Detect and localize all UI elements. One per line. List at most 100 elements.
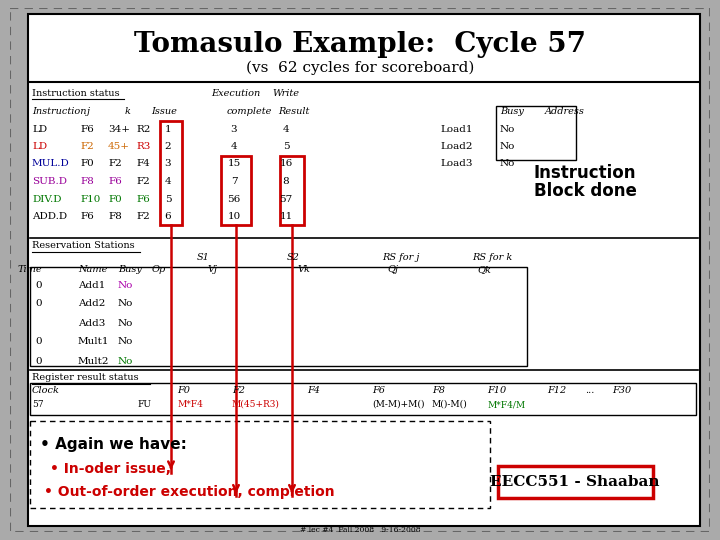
Text: F6: F6 xyxy=(108,177,122,186)
Text: 0: 0 xyxy=(35,300,42,308)
Text: 4: 4 xyxy=(165,177,171,186)
Text: 0: 0 xyxy=(35,280,42,289)
Text: M(45+R3): M(45+R3) xyxy=(232,400,280,409)
Text: 34+: 34+ xyxy=(108,125,130,133)
Text: Address: Address xyxy=(545,107,585,116)
Text: Issue: Issue xyxy=(151,107,177,116)
Text: No: No xyxy=(118,300,133,308)
Text: # lec #4  Fall 2008   9-16-2008: # lec #4 Fall 2008 9-16-2008 xyxy=(300,526,420,534)
Text: Mult2: Mult2 xyxy=(78,356,109,366)
Text: 6: 6 xyxy=(165,212,171,221)
Text: Execution: Execution xyxy=(211,90,260,98)
Text: F0: F0 xyxy=(108,194,122,204)
Text: Instruction: Instruction xyxy=(32,107,86,116)
Text: Instruction: Instruction xyxy=(534,164,636,182)
Text: Mult1: Mult1 xyxy=(78,338,109,347)
Text: DIV.D: DIV.D xyxy=(32,194,61,204)
Text: Load2: Load2 xyxy=(440,142,472,151)
Text: 1: 1 xyxy=(165,125,171,133)
Text: EECC551 - Shaaban: EECC551 - Shaaban xyxy=(490,475,660,489)
Text: FU: FU xyxy=(137,400,151,409)
Text: Result: Result xyxy=(278,107,310,116)
Text: RS for k: RS for k xyxy=(472,253,512,262)
Text: No: No xyxy=(500,142,516,151)
Text: LD: LD xyxy=(32,125,47,133)
Text: (vs  62 cycles for scoreboard): (vs 62 cycles for scoreboard) xyxy=(246,61,474,75)
Text: Instruction status: Instruction status xyxy=(32,90,120,98)
Text: No: No xyxy=(118,356,133,366)
Text: No: No xyxy=(118,280,133,289)
Text: Qj: Qj xyxy=(387,266,398,274)
Text: Time: Time xyxy=(17,266,42,274)
Bar xyxy=(221,156,251,225)
Text: F8: F8 xyxy=(108,212,122,221)
Text: Add1: Add1 xyxy=(78,280,105,289)
Text: F0: F0 xyxy=(80,159,94,168)
Text: S1: S1 xyxy=(197,253,210,262)
Bar xyxy=(30,382,696,415)
Text: F10: F10 xyxy=(80,194,100,204)
Text: • In-oder issue,: • In-oder issue, xyxy=(50,462,171,476)
Text: ADD.D: ADD.D xyxy=(32,212,67,221)
Text: F2: F2 xyxy=(136,177,150,186)
Text: 0: 0 xyxy=(35,356,42,366)
Text: RS for j: RS for j xyxy=(382,253,419,262)
Text: Load3: Load3 xyxy=(440,159,472,168)
Text: MUL.D: MUL.D xyxy=(32,159,70,168)
Bar xyxy=(160,122,182,225)
Text: F6: F6 xyxy=(372,386,385,395)
Text: Qk: Qk xyxy=(477,266,491,274)
Text: F8: F8 xyxy=(432,386,445,395)
Text: ...: ... xyxy=(585,386,595,395)
Text: F12: F12 xyxy=(547,386,566,395)
Text: 7: 7 xyxy=(230,177,238,186)
Text: No: No xyxy=(500,159,516,168)
Text: Add3: Add3 xyxy=(78,319,105,327)
Bar xyxy=(498,465,652,498)
Text: F0: F0 xyxy=(177,386,190,395)
Text: F4: F4 xyxy=(136,159,150,168)
Text: M*F4: M*F4 xyxy=(177,400,203,409)
Text: Load1: Load1 xyxy=(440,125,472,133)
Text: 10: 10 xyxy=(228,212,240,221)
Text: F8: F8 xyxy=(80,177,94,186)
Text: No: No xyxy=(118,338,133,347)
Text: 45+: 45+ xyxy=(108,142,130,151)
Text: (M-M)+M(): (M-M)+M() xyxy=(372,400,425,409)
Text: 0: 0 xyxy=(35,338,42,347)
Text: No: No xyxy=(500,125,516,133)
Text: 15: 15 xyxy=(228,159,240,168)
Text: • Again we have:: • Again we have: xyxy=(40,437,187,453)
Text: SUB.D: SUB.D xyxy=(32,177,67,186)
Text: Write: Write xyxy=(272,90,299,98)
Text: F6: F6 xyxy=(80,212,94,221)
Text: F2: F2 xyxy=(108,159,122,168)
Text: k: k xyxy=(125,107,131,116)
Text: F10: F10 xyxy=(487,386,506,395)
Text: Busy: Busy xyxy=(500,107,524,116)
Text: Tomasulo Example:  Cycle 57: Tomasulo Example: Cycle 57 xyxy=(134,30,586,57)
Text: F2: F2 xyxy=(136,212,150,221)
Text: 5: 5 xyxy=(165,194,171,204)
Text: S2: S2 xyxy=(287,253,300,262)
Text: 16: 16 xyxy=(279,159,292,168)
Text: F4: F4 xyxy=(307,386,320,395)
Text: R3: R3 xyxy=(136,142,150,151)
Bar xyxy=(280,156,304,225)
Text: j: j xyxy=(86,107,89,116)
Text: Name: Name xyxy=(78,266,107,274)
Text: Reservation Stations: Reservation Stations xyxy=(32,241,135,251)
Text: 8: 8 xyxy=(283,177,289,186)
Text: F6: F6 xyxy=(80,125,94,133)
Text: 4: 4 xyxy=(283,125,289,133)
Text: 2: 2 xyxy=(165,142,171,151)
Text: F30: F30 xyxy=(612,386,631,395)
Text: R2: R2 xyxy=(136,125,150,133)
Text: No: No xyxy=(118,319,133,327)
Text: F6: F6 xyxy=(136,194,150,204)
Bar xyxy=(496,106,576,160)
Text: F2: F2 xyxy=(232,386,245,395)
Text: Block done: Block done xyxy=(534,182,636,200)
Text: 3: 3 xyxy=(230,125,238,133)
Text: 57: 57 xyxy=(32,400,44,409)
